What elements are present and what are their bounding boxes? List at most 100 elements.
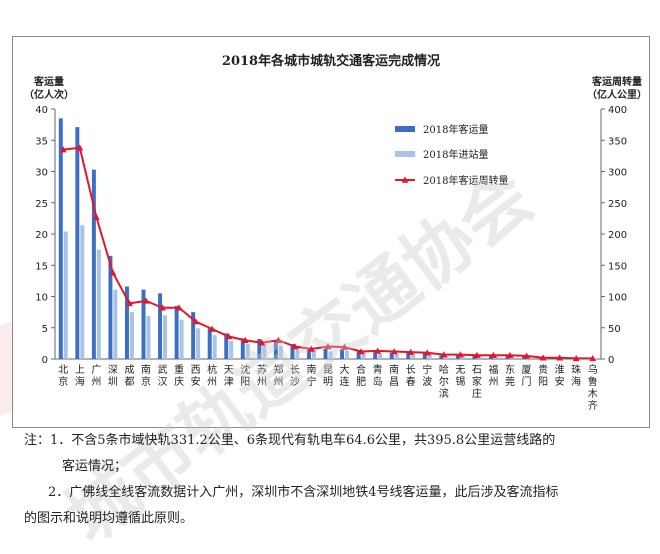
- y-right-tick-label: 150: [608, 261, 627, 272]
- x-tick-label-char: 安: [191, 375, 201, 388]
- y-left-tick-label: 20: [35, 230, 48, 241]
- bar-passenger-volume: [340, 349, 345, 359]
- x-tick-label-char: 庆: [174, 375, 184, 388]
- bar-passenger-volume: [306, 347, 311, 359]
- bar-station-entries: [196, 328, 201, 359]
- bar-station-entries: [179, 319, 184, 359]
- bar-station-entries: [80, 225, 85, 359]
- line-turnover-point: [159, 304, 166, 311]
- x-tick-label-char: 苏: [257, 363, 267, 376]
- line-turnover-point: [59, 146, 67, 153]
- x-tick-label-char: 大: [340, 363, 350, 376]
- x-tick-label-char: 州: [91, 376, 101, 388]
- y-left-tick-label: 25: [35, 199, 48, 210]
- y-left-tick-label: 5: [42, 324, 48, 335]
- x-tick-label-char: 成: [124, 364, 134, 376]
- x-tick-label: 广州: [91, 364, 101, 388]
- note-2-continued: 的图示和说明均遵循此原则。: [24, 511, 194, 526]
- bar-station-entries: [245, 344, 250, 359]
- bar-passenger-volume: [174, 305, 179, 359]
- legend-marker: [401, 176, 409, 183]
- bar-station-entries: [378, 353, 383, 359]
- x-tick-label-char: 东: [505, 363, 515, 376]
- line-turnover-point: [274, 336, 282, 343]
- bar-station-entries: [63, 231, 68, 359]
- x-tick-label-char: 天: [224, 365, 234, 376]
- x-tick-label-char: 明: [323, 376, 333, 388]
- x-tick-label-char: 合: [356, 363, 366, 376]
- x-tick-label-char: 海: [75, 375, 85, 388]
- x-tick-label-char: 锡: [455, 375, 465, 388]
- x-tick-label-char: 州: [257, 376, 267, 388]
- chart-title: 2018年各城市城轨交通客运完成情况: [222, 53, 440, 69]
- x-tick-label-char: 滨: [439, 387, 449, 400]
- x-tick-label-char: 昌: [389, 376, 399, 388]
- x-tick-label: 石家庄: [472, 365, 482, 400]
- x-tick-label: 南京: [141, 363, 151, 388]
- bar-passenger-volume: [141, 289, 146, 359]
- x-tick-label: 天津: [224, 365, 234, 388]
- x-tick-label: 无锡: [455, 365, 465, 388]
- x-tick-label: 西安: [191, 365, 201, 388]
- x-tick-label: 北京: [58, 364, 68, 388]
- y-left-tick-label: 40: [35, 105, 48, 116]
- x-tick-label-char: 郑: [273, 363, 283, 376]
- x-tick-label-char: 上: [75, 364, 85, 376]
- x-tick-label-char: 岛: [373, 375, 383, 388]
- y-axis-right-unit: （亿人公里）: [587, 88, 647, 101]
- x-tick-label-char: 齐: [588, 399, 598, 412]
- x-tick-label-char: 长: [406, 364, 416, 376]
- x-tick-label: 南昌: [389, 363, 399, 388]
- x-tick-label-char: 昆: [323, 364, 333, 376]
- line-turnover-point: [473, 351, 481, 358]
- line-turnover-point: [490, 351, 497, 358]
- x-tick-label-char: 安: [555, 375, 565, 388]
- bar-station-entries: [593, 358, 598, 359]
- plot-area: 0510152025303540050100150200250300350400…: [35, 105, 627, 412]
- x-tick-label-char: 宁: [422, 363, 432, 376]
- note-1-continued: 客运情况；: [62, 459, 128, 474]
- line-turnover-point: [407, 348, 415, 355]
- y-right-tick-label: 300: [608, 168, 627, 179]
- legend-label: 2018年客运量: [423, 123, 488, 136]
- x-tick-label-char: 尔: [439, 375, 449, 388]
- x-tick-label-char: 木: [588, 388, 598, 400]
- line-turnover-point: [308, 345, 315, 352]
- line-turnover-point: [324, 343, 332, 350]
- x-tick-label-char: 福: [488, 363, 498, 376]
- x-tick-label: 贵阳: [538, 363, 548, 388]
- line-turnover-point: [539, 354, 547, 361]
- bar-station-entries: [345, 350, 350, 359]
- x-tick-label: 淮安: [555, 364, 565, 388]
- bar-passenger-volume: [224, 333, 229, 359]
- bar-passenger-volume: [389, 352, 394, 359]
- y-right-tick-label: 0: [608, 355, 614, 366]
- bar-station-entries: [262, 344, 267, 359]
- x-tick-label-char: 北: [58, 364, 68, 376]
- x-tick-label-char: 阳: [240, 376, 250, 388]
- line-turnover-point: [109, 269, 117, 276]
- bar-station-entries: [96, 249, 101, 359]
- line-turnover-point: [258, 339, 266, 346]
- y-right-tick-label: 350: [608, 136, 627, 147]
- x-tick-label-char: 南: [306, 363, 316, 376]
- x-tick-label: 苏州: [257, 363, 267, 388]
- bar-passenger-volume: [191, 312, 196, 359]
- x-tick-label-char: 广: [91, 364, 101, 376]
- line-turnover-point: [440, 351, 448, 358]
- y-left-tick-label: 10: [35, 293, 48, 304]
- bar-passenger-volume: [422, 352, 427, 359]
- line-turnover-point: [506, 351, 514, 358]
- x-tick-label-char: 津: [224, 376, 234, 388]
- x-tick-label-char: 重: [174, 363, 184, 376]
- legend-label: 2018年客运周转量: [423, 174, 508, 187]
- x-tick-label: 深圳: [108, 364, 118, 388]
- line-turnover-point: [357, 348, 365, 355]
- line-turnover-point: [192, 318, 200, 325]
- bar-passenger-volume: [257, 339, 262, 359]
- x-tick-label: 长沙: [290, 364, 300, 388]
- x-tick-label-char: 西: [191, 365, 201, 376]
- x-tick-label: 合肥: [356, 363, 366, 388]
- chart-frame: 2018年各城市城轨交通客运完成情况 客运量 （亿人次） 客运周转量 （亿人公里…: [12, 36, 650, 428]
- x-tick-label-char: 石: [472, 365, 482, 376]
